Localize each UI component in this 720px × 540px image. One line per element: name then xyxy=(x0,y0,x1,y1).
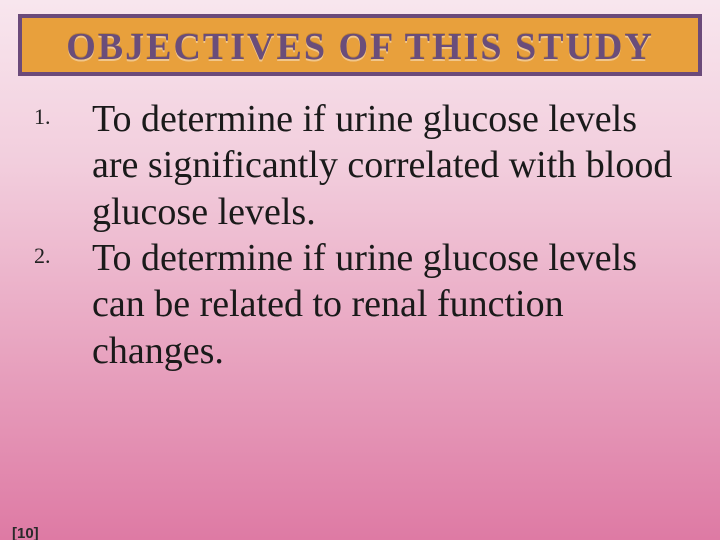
objectives-list: To determine if urine glucose levels are… xyxy=(34,96,686,374)
list-item: To determine if urine glucose levels are… xyxy=(34,96,686,235)
content-area: To determine if urine glucose levels are… xyxy=(0,76,720,374)
slide-title: OBJECTIVES OF THIS STUDY xyxy=(36,28,684,66)
title-bar: OBJECTIVES OF THIS STUDY xyxy=(18,14,702,76)
reference-label: [10] xyxy=(12,525,39,540)
list-item: To determine if urine glucose levels can… xyxy=(34,235,686,374)
